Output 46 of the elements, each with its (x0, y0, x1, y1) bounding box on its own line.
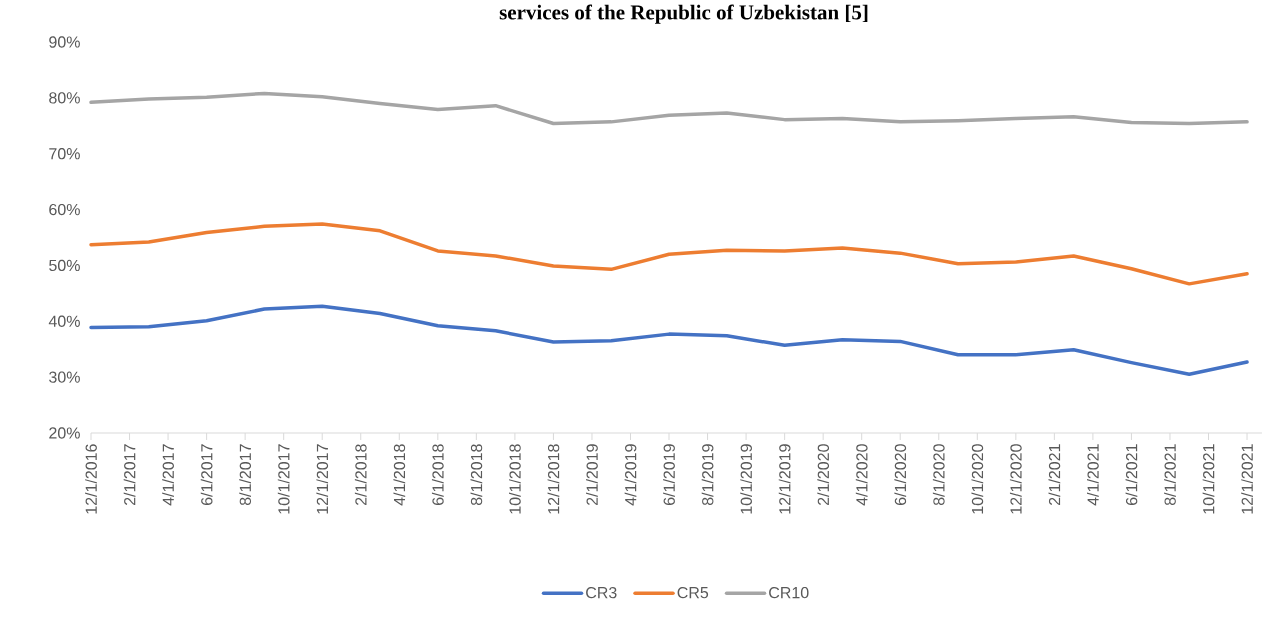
x-tick-label: 2/1/2021 (1048, 444, 1061, 505)
x-tick-label: 10/1/2017 (277, 444, 290, 514)
legend-label: CR3 (586, 586, 617, 599)
line-series (89, 91, 1249, 126)
x-tick-label: 12/1/2016 (85, 444, 97, 514)
x-tick-label: 4/1/2017 (162, 444, 174, 506)
x-tick-label: 2/1/2018 (354, 444, 367, 505)
x-tick-label: 4/1/2021 (1087, 444, 1099, 506)
chart-title: services of the Republic of Uzbekistan [5] (499, 4, 868, 24)
x-tick-label: 6/1/2020 (894, 444, 907, 505)
x-tick-label: 4/1/2020 (855, 444, 868, 506)
x-tick-label: 10/1/2019 (740, 444, 752, 514)
y-tick-label: 50% (49, 259, 80, 272)
x-tick-label: 4/1/2018 (393, 444, 406, 506)
y-tick-label: 60% (49, 203, 80, 216)
x-tick-label: 10/1/2021 (1202, 444, 1215, 514)
x-tick-label: 8/1/2018 (470, 444, 483, 506)
legend-label: CR5 (677, 586, 709, 599)
x-tick-label: 12/1/2021 (1241, 444, 1253, 514)
y-tick-label: 70% (49, 148, 80, 160)
x-tick-label: 8/1/2020 (932, 444, 945, 506)
legend-label: CR10 (769, 586, 809, 599)
line-series (89, 304, 1249, 377)
x-tick-label: 2/1/2017 (123, 444, 136, 505)
x-tick-label: 10/1/2020 (971, 444, 984, 514)
line-series (89, 222, 1249, 286)
x-tick-label: 12/1/2018 (547, 444, 560, 514)
x-tick-label: 10/1/2018 (509, 444, 521, 514)
x-tick-label: 6/1/2021 (1125, 444, 1138, 505)
y-tick-label: 80% (49, 92, 80, 104)
x-tick-label: 12/1/2017 (316, 444, 329, 514)
x-tick-label: 2/1/2020 (817, 444, 830, 505)
x-tick-label: 8/1/2021 (1164, 444, 1176, 506)
y-tick-label: 20% (49, 427, 80, 439)
x-tick-label: 8/1/2019 (701, 444, 714, 506)
y-tick-label: 30% (49, 371, 80, 383)
x-tick-label: 4/1/2019 (624, 444, 637, 506)
x-tick-label: 6/1/2018 (431, 444, 444, 505)
x-tick-label: 6/1/2017 (200, 444, 213, 505)
y-tick-label: 40% (48, 315, 80, 327)
x-tick-label: 12/1/2020 (1009, 444, 1022, 514)
x-tick-label: 12/1/2019 (778, 444, 791, 514)
x-tick-label: 2/1/2019 (586, 444, 598, 505)
x-tick-label: 8/1/2017 (239, 444, 252, 506)
y-tick-label: 90% (49, 36, 80, 48)
x-tick-label: 6/1/2019 (663, 444, 675, 505)
